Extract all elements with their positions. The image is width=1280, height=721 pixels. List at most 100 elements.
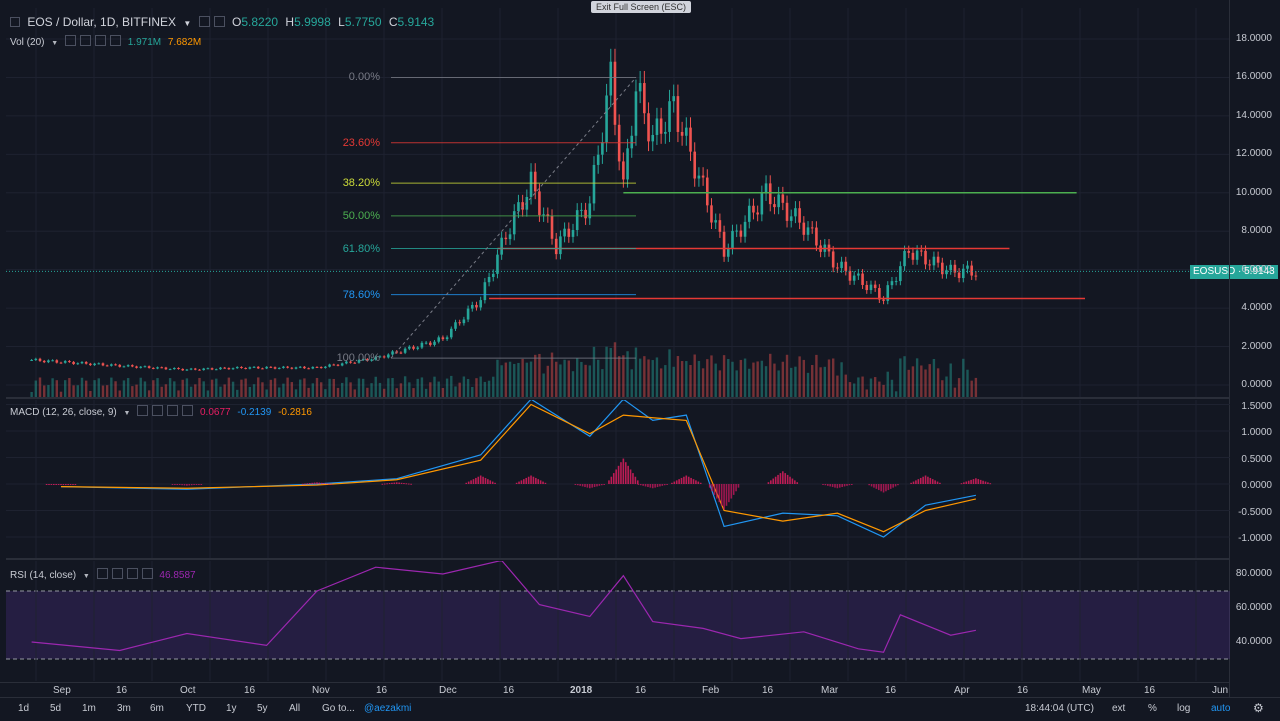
- eye-icon[interactable]: [198, 16, 210, 27]
- more-icon[interactable]: [141, 568, 153, 579]
- more-icon[interactable]: [109, 35, 121, 46]
- candle-body: [512, 211, 516, 235]
- candle-body: [966, 265, 969, 269]
- volume-bar: [147, 390, 151, 398]
- volume-bar: [861, 376, 864, 398]
- settings-icon[interactable]: [111, 568, 123, 579]
- price-axis[interactable]: 18.0000 16.0000 14.0000 12.0000 10.0000 8.000…: [1230, 0, 1280, 398]
- macd-histogram-bar: [62, 484, 65, 485]
- macd-histogram-bar: [897, 484, 899, 486]
- gear-icon[interactable]: ⚙: [1253, 701, 1264, 715]
- goto-button[interactable]: Go to...: [322, 703, 355, 714]
- candle-body: [890, 281, 894, 286]
- chevron-down-icon[interactable]: ▼: [51, 40, 59, 47]
- date-axis[interactable]: Sep 16 Oct 16 Nov 16 Dec 16 2018 16 Feb 16 Mar 16 Apr 1…: [0, 682, 1230, 698]
- candle-body: [315, 366, 319, 368]
- close-icon[interactable]: [167, 405, 179, 416]
- range-button-1m[interactable]: 1m: [82, 703, 96, 714]
- volume-bar: [949, 363, 952, 398]
- candle-body: [844, 261, 848, 271]
- volume-bar: [361, 378, 365, 398]
- volume-name[interactable]: Vol (20): [10, 37, 45, 48]
- author-link[interactable]: @aezakmi: [364, 703, 412, 714]
- macd-histogram-bar: [716, 484, 718, 499]
- volume-bar: [408, 382, 411, 398]
- range-button-1y[interactable]: 1y: [226, 703, 237, 714]
- chevron-down-icon[interactable]: ▼: [183, 19, 192, 28]
- macd-pane[interactable]: [6, 400, 1230, 558]
- volume-bar: [72, 385, 75, 398]
- macd-histogram-bar: [301, 483, 304, 485]
- volume-bar: [622, 355, 625, 398]
- volume-bar: [324, 389, 327, 398]
- range-button-3m[interactable]: 3m: [117, 703, 131, 714]
- candle-body: [181, 368, 185, 371]
- candle-body: [865, 284, 869, 291]
- candle-body: [72, 361, 75, 365]
- volume-bar: [303, 378, 306, 398]
- range-button-5y[interactable]: 5y: [257, 703, 268, 714]
- macd-histogram-bar: [963, 482, 965, 484]
- settings-icon[interactable]: [213, 16, 225, 27]
- macd-histogram-bar: [936, 481, 939, 484]
- price-chart[interactable]: [6, 8, 1230, 398]
- macd-name[interactable]: MACD (12, 26, close, 9): [10, 407, 117, 418]
- macd-histogram-bar: [977, 479, 980, 484]
- settings-icon[interactable]: [152, 405, 164, 416]
- candle-body: [517, 202, 520, 212]
- settings-icon[interactable]: [79, 35, 91, 46]
- range-button-1d[interactable]: 1d: [18, 703, 30, 714]
- chevron-down-icon[interactable]: ▼: [123, 410, 131, 417]
- pane-separator[interactable]: [6, 558, 1230, 560]
- ext-toggle[interactable]: ext: [1112, 703, 1126, 714]
- close-icon[interactable]: [126, 568, 138, 579]
- macd-histogram-bar: [666, 484, 668, 485]
- price-pane[interactable]: [6, 8, 1230, 398]
- rsi-pane[interactable]: [6, 561, 1230, 681]
- macd-histogram-bar: [846, 484, 848, 486]
- close-icon[interactable]: [94, 35, 106, 46]
- eye-icon[interactable]: [137, 405, 149, 416]
- volume-bar: [815, 354, 818, 398]
- macd-chart[interactable]: [6, 400, 1230, 558]
- candle-body: [563, 228, 566, 237]
- auto-toggle[interactable]: auto: [1211, 703, 1231, 714]
- volume-bar: [156, 378, 159, 398]
- range-button-5d[interactable]: 5d: [50, 703, 62, 714]
- macd-histogram-bar: [984, 481, 987, 484]
- range-button-ytd[interactable]: YTD: [186, 703, 206, 714]
- date-tick: May: [1082, 685, 1101, 696]
- volume-bar: [932, 358, 936, 398]
- volume-bar: [189, 386, 193, 398]
- eye-icon[interactable]: [64, 35, 76, 46]
- macd-histogram-bar: [915, 480, 917, 484]
- candle-body: [533, 171, 537, 192]
- candle-body: [34, 358, 38, 361]
- macd-histogram-bar: [74, 484, 77, 485]
- macd-histogram-bar: [48, 484, 50, 485]
- volume-bar: [378, 382, 382, 398]
- volume-bar: [143, 381, 147, 398]
- volume-bar: [382, 388, 386, 398]
- chevron-down-icon[interactable]: ▼: [82, 573, 90, 580]
- rsi-axis[interactable]: 80.0000 60.0000 40.0000: [1230, 560, 1280, 682]
- pane-separator[interactable]: [6, 397, 1230, 399]
- macd-series-line: [60, 400, 977, 538]
- symbol-title[interactable]: EOS / Dollar, 1D, BITFINEX: [27, 15, 177, 29]
- eye-icon[interactable]: [96, 568, 108, 579]
- percent-toggle[interactable]: %: [1148, 703, 1157, 714]
- macd-axis[interactable]: 1.5000 1.0000 0.5000 0.0000 -0.5000 -1.0000: [1230, 398, 1280, 558]
- volume-bar: [697, 360, 701, 398]
- collapse-icon[interactable]: [10, 17, 20, 27]
- rsi-name[interactable]: RSI (14, close): [10, 570, 77, 581]
- volume-bar: [756, 361, 759, 398]
- log-toggle[interactable]: log: [1177, 703, 1191, 714]
- range-button-all[interactable]: All: [289, 703, 301, 714]
- macd-histogram-bar: [316, 482, 318, 484]
- rsi-chart[interactable]: [6, 561, 1230, 681]
- macd-histogram-bar: [525, 477, 528, 484]
- candle-body: [588, 203, 592, 219]
- macd-histogram-bar: [520, 480, 523, 484]
- more-icon[interactable]: [182, 405, 194, 416]
- range-button-6m[interactable]: 6m: [150, 703, 164, 714]
